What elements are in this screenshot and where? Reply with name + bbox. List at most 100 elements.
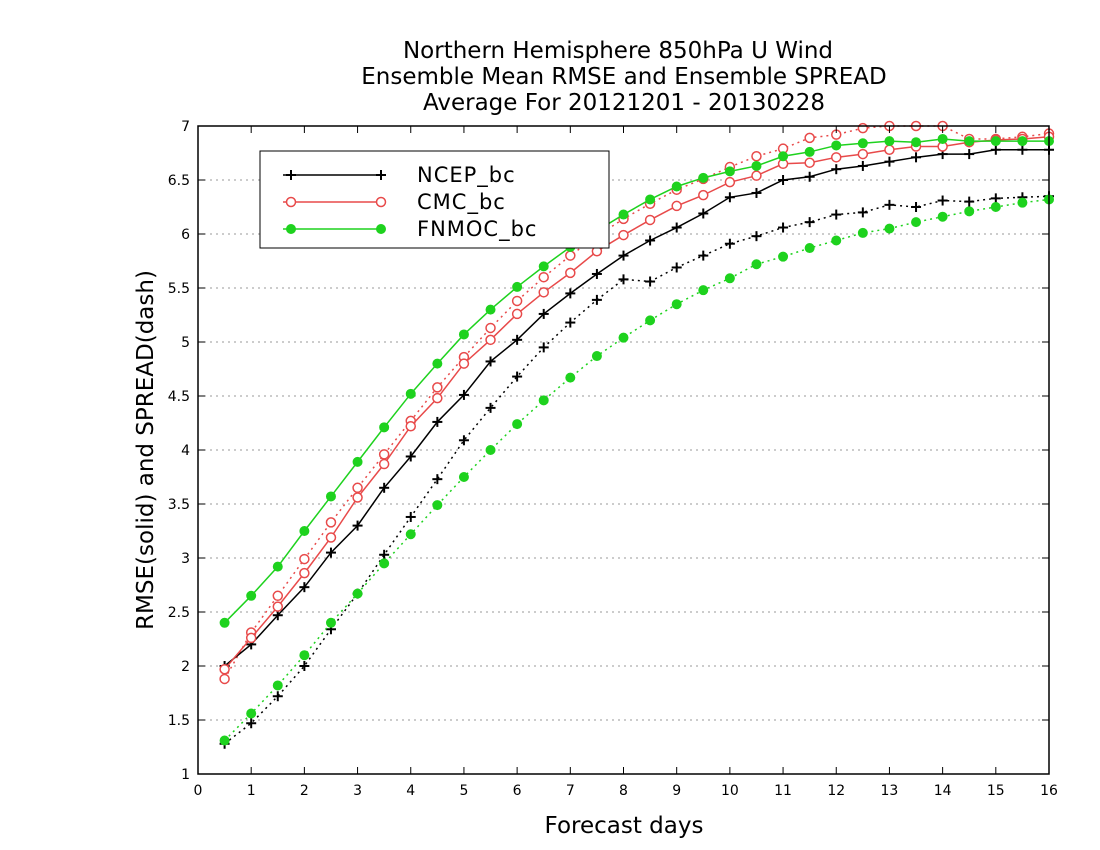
marker-plus [751,231,762,242]
marker-plus [246,718,257,729]
marker-filled-circle [990,202,1001,212]
marker-open-circle [352,492,363,503]
marker-filled-circle [352,588,363,599]
marker-filled-circle [911,217,922,228]
marker-plus [591,268,602,279]
marker-open-circle [804,132,815,144]
y-axis-label: RMSE(solid) and SPREAD(dash) [133,270,159,630]
marker-open-circle [644,214,656,226]
marker-plus [432,416,443,427]
y-tick-label: 1 [181,767,190,783]
marker-filled-circle [964,206,975,217]
marker-filled-circle [857,227,868,238]
marker-filled-circle [246,708,257,719]
marker-plus [485,402,496,413]
marker-plus [778,175,789,185]
series-line [224,198,1050,742]
marker-filled-circle [405,388,416,399]
marker-plus [618,274,629,285]
marker-filled-circle [352,456,363,467]
marker-filled-circle [698,285,709,296]
marker-filled-circle [219,735,230,746]
marker-plus [645,235,656,246]
marker-open-circle [378,458,390,470]
marker-plus [671,262,682,273]
marker-open-circle [405,420,416,432]
marker-open-circle [538,271,549,283]
marker-plus [538,342,549,353]
marker-plus [286,170,296,180]
marker-open-circle [299,553,310,565]
marker-filled-circle [751,160,762,171]
marker-filled-circle [512,419,523,430]
x-tick-label: 3 [353,783,362,799]
marker-filled-circle [671,299,682,310]
x-tick-label: 6 [513,783,522,799]
marker-open-circle [511,308,523,320]
marker-filled-circle [645,194,656,205]
marker-plus [512,371,523,382]
marker-plus [299,582,310,593]
x-tick-label: 4 [406,783,415,799]
y-tick-label: 5 [181,335,190,351]
marker-filled-circle [937,133,948,144]
marker-plus [538,308,549,319]
series-fnmoc-bc-dash [219,194,1054,746]
legend-label: NCEP_bc [417,163,516,188]
y-tick-label: 6.5 [168,173,190,189]
marker-open-circle [751,150,762,162]
marker-filled-circle [778,151,789,162]
marker-filled-circle [246,590,257,601]
marker-filled-circle [698,172,709,183]
marker-plus [698,250,709,261]
marker-open-circle [432,382,443,393]
y-tick-label: 4 [181,443,190,459]
series-line [223,125,1050,680]
marker-open-circle [432,392,443,404]
marker-filled-circle [432,500,443,511]
marker-open-circle [219,663,230,675]
marker-plus [325,547,336,558]
marker-filled-circle [671,181,682,192]
marker-open-circle [245,632,257,644]
marker-plus [698,208,709,219]
x-tick-label: 16 [1040,783,1058,799]
marker-filled-circle [299,526,310,536]
y-tick-label: 7 [181,119,190,135]
marker-plus [964,149,975,160]
legend-entry-cmc-bc: CMC_bc [283,190,506,215]
x-tick-label: 10 [721,783,739,799]
marker-filled-circle [565,372,576,383]
marker-filled-circle [379,422,390,433]
marker-open-circle [272,601,284,612]
y-tick-label: 1.5 [168,713,190,729]
x-tick-label: 1 [247,783,256,799]
marker-filled-circle [645,315,656,326]
chart-title-line-3: Average For 20121201 - 20130228 [423,90,825,116]
marker-open-circle [325,517,337,528]
marker-open-circle [565,250,576,261]
marker-open-circle [325,532,337,543]
marker-plus [884,199,895,210]
marker-open-circle [698,189,709,201]
legend-label: CMC_bc [417,190,506,215]
x-tick-label: 7 [566,783,575,799]
legend-label: FNMOC_bc [417,217,537,242]
marker-open-circle [458,358,470,369]
y-tick-label: 2.5 [168,605,190,621]
marker-filled-circle [405,529,416,540]
marker-filled-circle [272,680,283,691]
x-tick-label: 9 [672,783,681,799]
marker-plus [804,171,815,182]
marker-filled-circle [990,136,1001,147]
marker-plus [937,195,948,206]
marker-filled-circle [485,304,496,315]
chart-title-line-2: Ensemble Mean RMSE and Ensemble SPREAD [361,64,886,90]
marker-filled-circle [884,136,895,147]
marker-plus [591,294,602,305]
marker-open-circle [485,322,496,334]
marker-filled-circle [618,209,629,220]
marker-filled-circle [1017,197,1028,208]
x-tick-label: 0 [194,783,203,799]
